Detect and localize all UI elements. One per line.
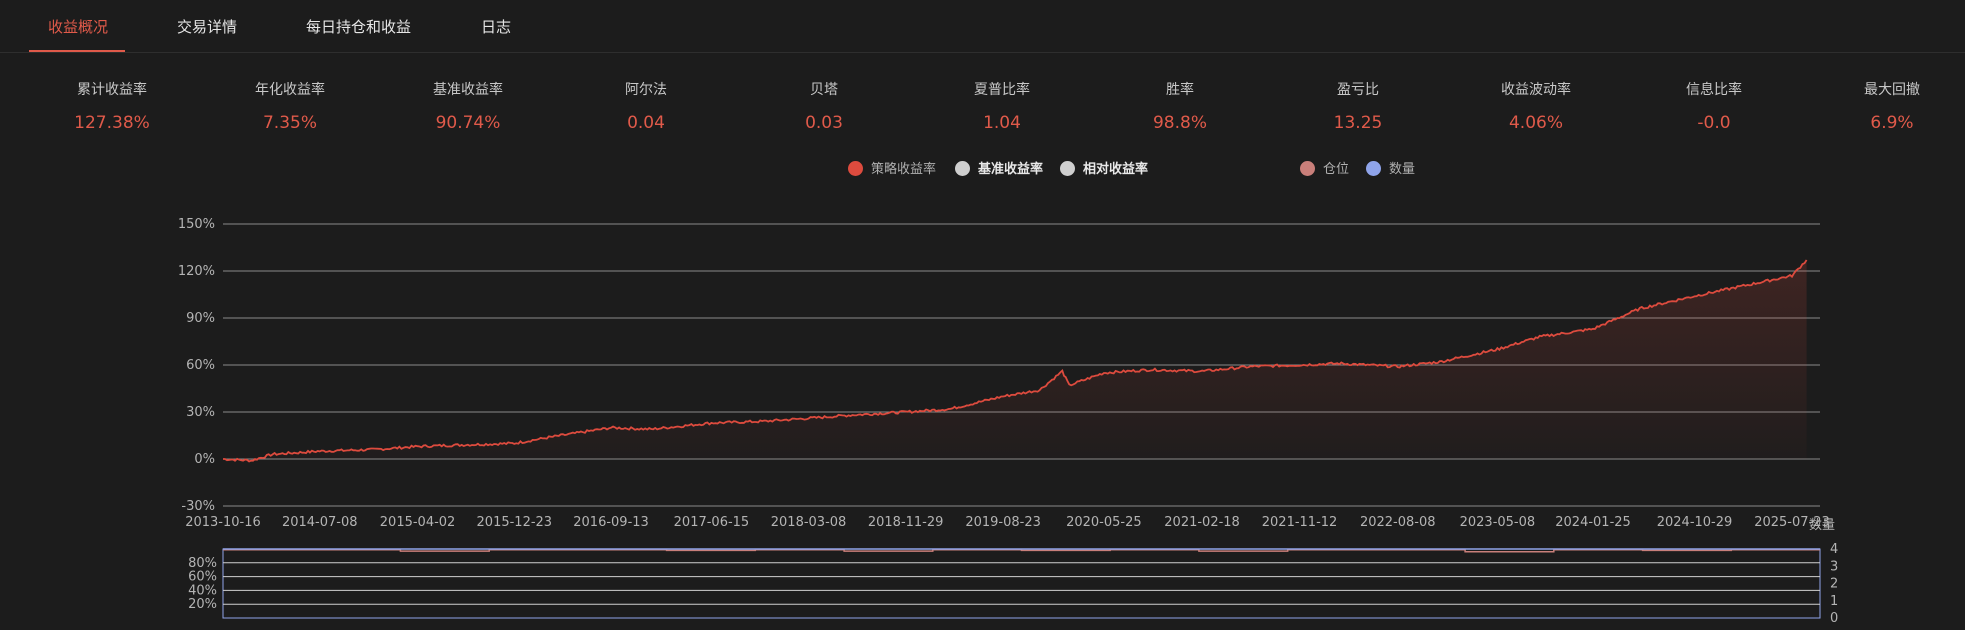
metric-label: 胜率 (1166, 82, 1194, 98)
y-axis-label: 数量 (1809, 518, 1835, 533)
metric-value: -0.0 (1697, 113, 1731, 133)
metric-value: 98.8% (1152, 113, 1207, 133)
legend-dot-icon (1060, 161, 1075, 176)
x-tick-label: 2024-01-25 (1555, 515, 1631, 530)
metric-win-rate: 胜率 98.8% (1105, 80, 1255, 134)
metric-label: 盈亏比 (1337, 82, 1379, 98)
y-tick-label: 120% (178, 264, 215, 279)
metric-label: 贝塔 (810, 82, 838, 98)
y-tick-label: -30% (181, 499, 215, 514)
legend-quantity[interactable]: 数量 (1366, 160, 1415, 180)
chart-legend: 策略收益率 基准收益率 相对收益率 仓位 数量 (0, 158, 1965, 182)
x-tick-label: 2021-02-18 (1164, 515, 1240, 530)
legend-dot-icon (1300, 161, 1315, 176)
metric-value: 0.04 (627, 113, 665, 133)
x-tick-label: 2015-12-23 (477, 515, 553, 530)
x-tick-label: 2014-07-08 (282, 515, 358, 530)
x-tick-label: 2017-06-15 (674, 515, 750, 530)
y-tick-label: 0% (194, 452, 215, 467)
metric-label: 最大回撤 (1864, 82, 1920, 98)
legend-dot-icon (955, 161, 970, 176)
metric-value: 90.74% (435, 113, 501, 133)
x-tick-label: 2018-11-29 (868, 515, 944, 530)
x-tick-label: 2018-03-08 (771, 515, 847, 530)
metric-label: 年化收益率 (255, 82, 325, 98)
metric-label: 累计收益率 (77, 82, 147, 98)
tab-daily-positions[interactable]: 每日持仓和收益 (306, 18, 412, 36)
legend-dot-icon (848, 161, 863, 176)
tab-return-overview[interactable]: 收益概况 (48, 18, 109, 36)
position-line (223, 548, 1820, 553)
y-tick-label: 150% (178, 217, 215, 232)
return-line-chart: -30% 0% 30% 60% 90% 120% 150% 2013-10-16 2014-07… (178, 217, 1830, 530)
metric-value: 1.04 (983, 113, 1021, 133)
metric-label: 信息比率 (1686, 82, 1742, 98)
strategy-area (223, 260, 1807, 462)
y-right-tick-label: 3 (1830, 559, 1838, 574)
metric-value: 0.03 (805, 113, 843, 133)
tab-bar: 收益概况 交易详情 每日持仓和收益 日志 (0, 0, 1965, 53)
metric-value: 13.25 (1333, 113, 1383, 133)
active-tab-indicator (29, 50, 125, 52)
strategy-return-line (223, 259, 1808, 463)
tab-trade-details[interactable]: 交易详情 (177, 18, 238, 36)
y-right-tick-label: 0 (1830, 611, 1838, 626)
metric-sharpe: 夏普比率 1.04 (927, 80, 1077, 134)
x-tick-label: 2015-04-02 (380, 515, 456, 530)
legend-label: 相对收益率 (1083, 162, 1149, 177)
metric-annual-return: 年化收益率 7.35% (215, 80, 365, 134)
legend-relative-return[interactable]: 相对收益率 (1060, 160, 1148, 180)
metric-label: 阿尔法 (625, 82, 667, 98)
legend-position[interactable]: 仓位 (1300, 160, 1349, 180)
y-tick-label: 60% (188, 570, 217, 585)
metric-label: 收益波动率 (1501, 82, 1571, 98)
y-right-tick-label: 1 (1830, 594, 1838, 609)
metric-cumulative-return: 累计收益率 127.38% (37, 80, 187, 134)
y-tick-label: 20% (188, 597, 217, 612)
y-right-tick-label: 2 (1830, 577, 1838, 592)
y-tick-label: 30% (186, 405, 215, 420)
metric-benchmark-return: 基准收益率 90.74% (393, 80, 543, 134)
legend-label: 基准收益率 (978, 162, 1044, 177)
x-tick-label: 2021-11-12 (1262, 515, 1338, 530)
position-chart: 20%40%60%80% 0 1 2 3 4 数量 (188, 518, 1838, 626)
metric-alpha: 阿尔法 0.04 (571, 80, 721, 134)
y-tick-label: 60% (186, 358, 215, 373)
metric-volatility: 收益波动率 4.06% (1461, 80, 1611, 134)
y-right-tick-label: 4 (1830, 542, 1838, 557)
tab-log[interactable]: 日志 (481, 18, 512, 36)
metric-value: 4.06% (1508, 113, 1563, 133)
legend-label: 策略收益率 (871, 162, 937, 177)
legend-dot-icon (1366, 161, 1381, 176)
legend-label: 仓位 (1323, 162, 1350, 177)
legend-label: 数量 (1389, 162, 1416, 177)
metric-beta: 贝塔 0.03 (749, 80, 899, 134)
metric-label: 基准收益率 (433, 82, 503, 98)
x-tick-label: 2024-10-29 (1657, 515, 1733, 530)
y-tick-label: 80% (188, 556, 217, 571)
metric-label: 夏普比率 (974, 82, 1030, 98)
metric-profit-loss-ratio: 盈亏比 13.25 (1283, 80, 1433, 134)
x-tick-label: 2019-08-23 (965, 515, 1041, 530)
legend-benchmark-return[interactable]: 基准收益率 (955, 160, 1043, 180)
metric-max-drawdown: 最大回撤 6.9% (1817, 80, 1965, 134)
x-tick-label: 2022-08-08 (1360, 515, 1436, 530)
metric-information-ratio: 信息比率 -0.0 (1639, 80, 1789, 134)
x-tick-label: 2013-10-16 (185, 515, 261, 530)
x-tick-label: 2016-09-13 (573, 515, 649, 530)
metrics-row: 累计收益率 127.38% 年化收益率 7.35% 基准收益率 90.74% 阿… (0, 80, 1965, 140)
sub-chart-frame (222, 548, 1821, 619)
x-tick-label: 2020-05-25 (1066, 515, 1142, 530)
metric-value: 127.38% (74, 113, 150, 133)
x-tick-label: 2025-07-23 (1754, 515, 1830, 530)
y-tick-label: 40% (188, 583, 217, 598)
metric-value: 7.35% (262, 113, 317, 133)
metric-value: 6.9% (1870, 113, 1914, 133)
legend-strategy-return[interactable]: 策略收益率 (848, 160, 936, 180)
y-tick-label: 90% (186, 311, 215, 326)
x-tick-label: 2023-05-08 (1460, 515, 1536, 530)
